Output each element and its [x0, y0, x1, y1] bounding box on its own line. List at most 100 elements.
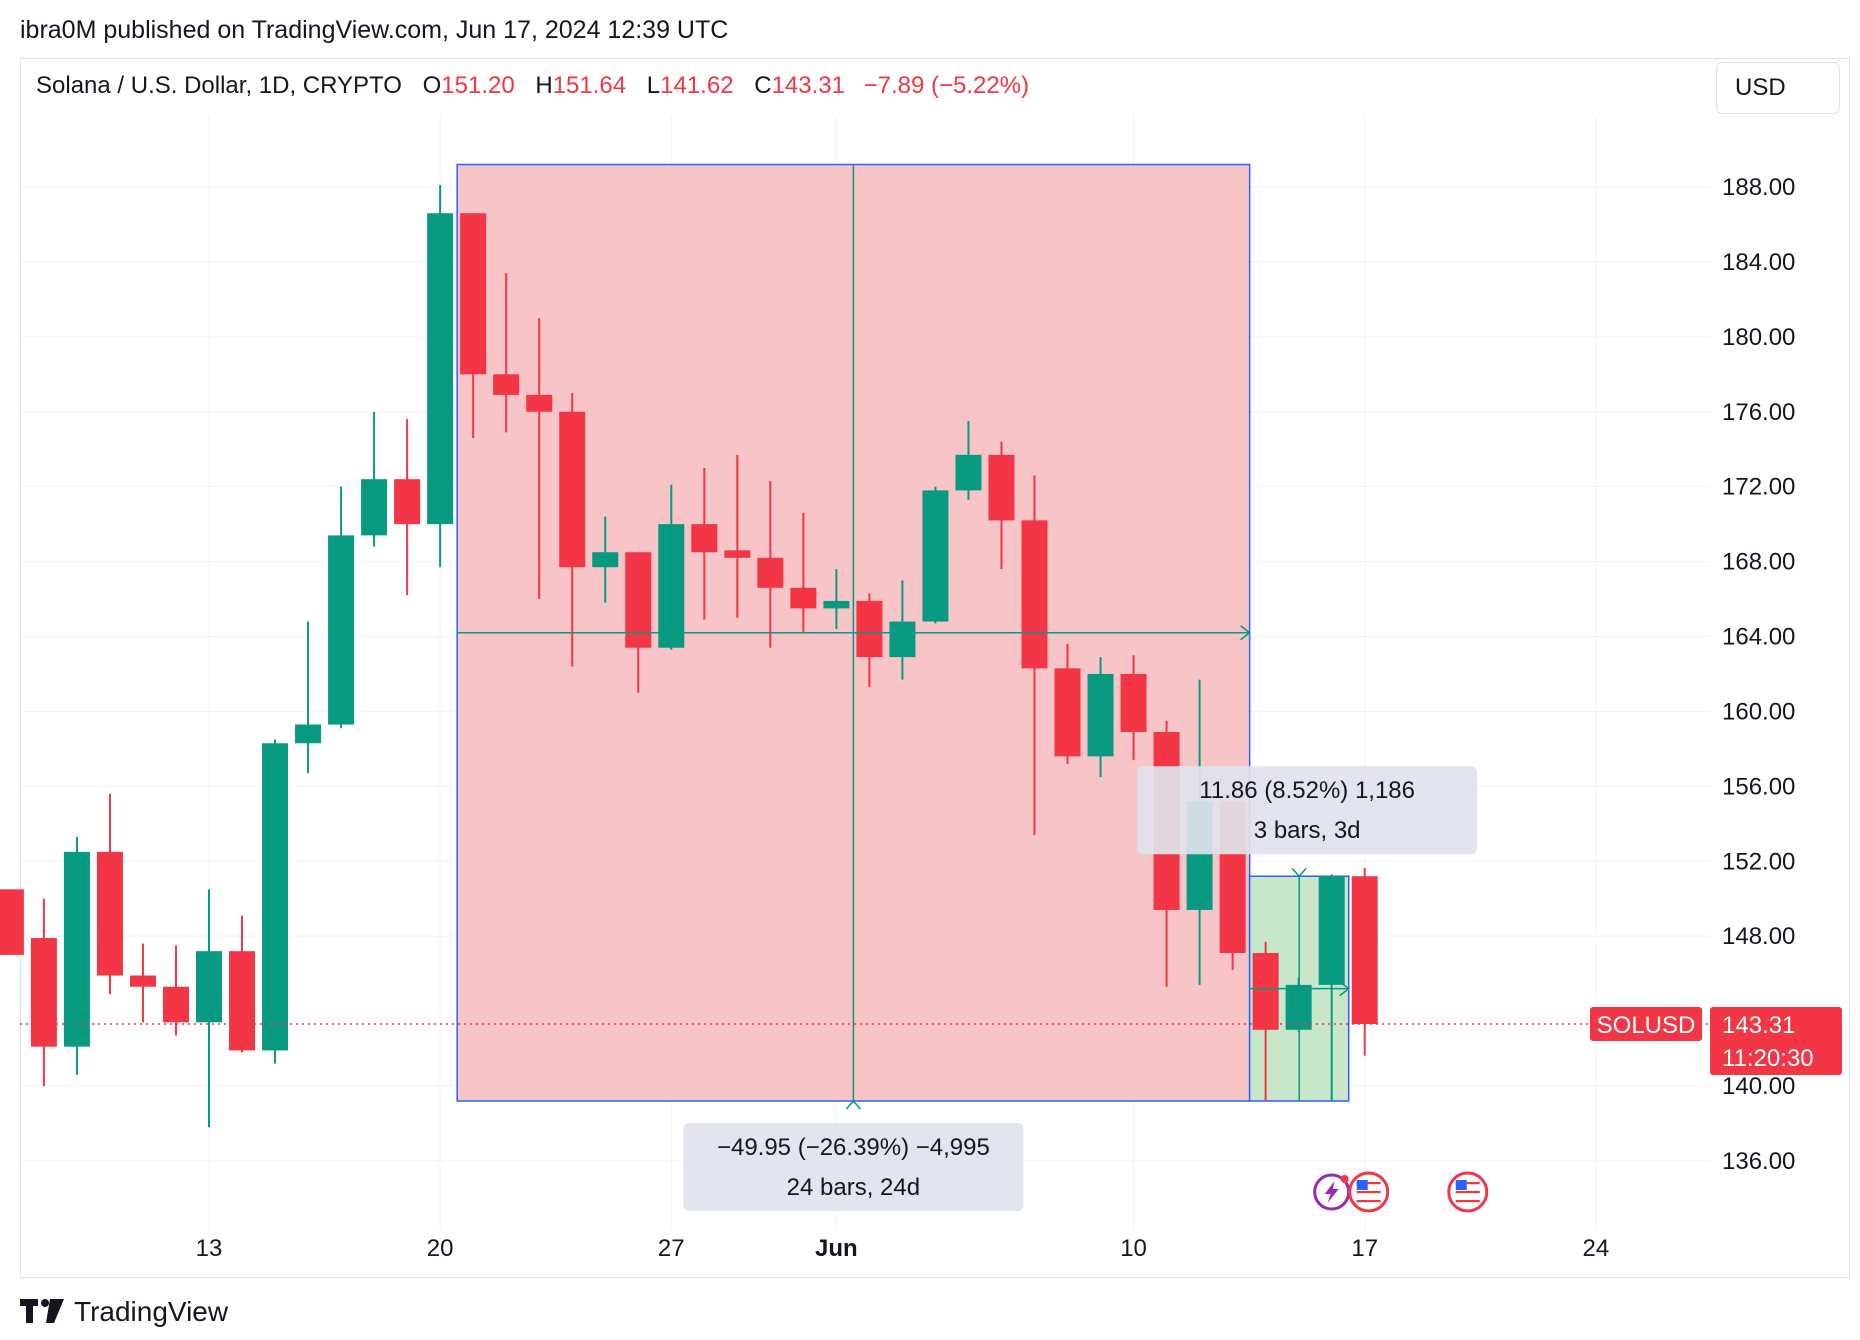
- candles: [0, 185, 1378, 1128]
- published-header: ibra0M published on TradingView.com, Jun…: [20, 16, 729, 44]
- candle-body: [295, 724, 322, 744]
- x-tick-label: Jun: [815, 1235, 858, 1262]
- candle-body: [1252, 953, 1279, 1030]
- low-label: L: [646, 72, 661, 99]
- x-axis: 13 20 27 Jun 10 17 24: [196, 1235, 1610, 1262]
- candle: [63, 836, 90, 1075]
- candle-body: [691, 524, 718, 553]
- symbol-tag-bg: [1590, 1007, 1702, 1042]
- change-value: −7.89 (−5.22%): [863, 72, 1030, 99]
- y-tick-label: 140.00: [1722, 1073, 1795, 1100]
- high-value: 151.64: [552, 72, 627, 99]
- candle-body: [889, 621, 916, 658]
- symbol-tag: SOLUSD: [1597, 1012, 1696, 1039]
- x-tick-label: 20: [427, 1235, 454, 1262]
- candle-body: [592, 552, 619, 568]
- candle-body: [427, 213, 454, 525]
- candle: [955, 421, 982, 500]
- open-label: O: [422, 72, 442, 99]
- y-axis: 188.00 184.00 180.00 176.00 172.00 168.00 164.…: [1722, 174, 1795, 1175]
- flag-stripe: [1455, 1182, 1480, 1185]
- flag-stripe: [1455, 1191, 1480, 1194]
- candle-body: [658, 524, 685, 648]
- measure-label-bg: [1137, 766, 1478, 855]
- candle: [493, 273, 520, 433]
- candle-body: [129, 975, 156, 987]
- candle-body: [493, 374, 520, 395]
- close-label: C: [754, 72, 772, 99]
- candle-body: [0, 889, 24, 955]
- measure-label-up: 11.86 (8.52%) 1,186 3 bars, 3d: [1137, 766, 1478, 855]
- y-tick-label: 148.00: [1722, 923, 1795, 950]
- y-tick-label: 184.00: [1722, 249, 1795, 276]
- price-tag-bg: [1710, 1007, 1842, 1076]
- y-tick-label: 188.00: [1722, 174, 1795, 201]
- candle: [823, 569, 850, 630]
- measure-arrow-h: [1240, 625, 1251, 641]
- y-tick-label: 164.00: [1722, 624, 1795, 651]
- candle-body: [262, 743, 289, 1051]
- y-tick-label: 156.00: [1722, 773, 1795, 800]
- candle-body: [988, 454, 1015, 521]
- candle: [1087, 657, 1114, 777]
- measure-label-line2: 3 bars, 3d: [1254, 817, 1361, 844]
- candlestick-chart[interactable]: 188.00 184.00 180.00 176.00 172.00 168.00 164.…: [0, 0, 1860, 1290]
- candle: [988, 441, 1015, 570]
- y-tick-label: 136.00: [1722, 1148, 1795, 1175]
- measure-arrow-v: [845, 1099, 861, 1110]
- candle: [427, 185, 454, 568]
- candle-body: [724, 550, 751, 558]
- candle-body: [1054, 668, 1081, 757]
- y-tick-label: 152.00: [1722, 848, 1795, 875]
- candle-body: [328, 535, 355, 725]
- candle: [559, 393, 586, 667]
- candle-body: [361, 479, 388, 536]
- measure-label-line1: −49.95 (−26.39%) −4,995: [717, 1134, 990, 1161]
- candle: [30, 898, 57, 1086]
- x-tick-label: 27: [658, 1235, 685, 1262]
- candle: [262, 739, 289, 1064]
- candle: [295, 621, 322, 774]
- tradingview-logo[interactable]: TradingView: [20, 1296, 228, 1328]
- measure-label-line2: 24 bars, 24d: [787, 1174, 920, 1201]
- candle: [460, 213, 487, 438]
- candle-body: [1021, 520, 1048, 669]
- candle-body: [63, 851, 90, 1047]
- candle-body: [460, 213, 487, 375]
- candle: [229, 915, 256, 1053]
- candle: [361, 411, 388, 547]
- candle-body: [1351, 876, 1378, 1025]
- candle: [724, 454, 751, 618]
- high-label: H: [535, 72, 553, 99]
- event-markers: [1313, 1171, 1489, 1213]
- candle: [625, 552, 652, 693]
- candle: [592, 516, 619, 603]
- candle-body: [229, 951, 256, 1051]
- candle-body: [922, 490, 949, 622]
- symbol-name[interactable]: Solana / U.S. Dollar, 1D, CRYPTO: [36, 72, 402, 99]
- currency-button[interactable]: USD: [1716, 62, 1840, 114]
- candle: [922, 486, 949, 624]
- last-price: SOLUSD 143.31 11:20:30: [20, 1007, 1842, 1076]
- candle-body: [196, 951, 222, 1023]
- measure-arrow-h: [1339, 981, 1350, 997]
- measure-label-down: −49.95 (−26.39%) −4,995 24 bars, 24d: [683, 1122, 1024, 1211]
- y-tick-label: 160.00: [1722, 698, 1795, 725]
- candle-body: [559, 411, 586, 568]
- candle: [1054, 643, 1081, 764]
- candle: [526, 318, 553, 600]
- event-dot: [1340, 1175, 1349, 1183]
- y-tick-label: 180.00: [1722, 324, 1795, 351]
- candle: [96, 793, 123, 995]
- countdown-tag: 11:20:30: [1722, 1045, 1814, 1072]
- measure-label-bg: [683, 1122, 1024, 1211]
- candle-body: [823, 600, 850, 609]
- candle: [790, 512, 817, 633]
- measurement-labels: −49.95 (−26.39%) −4,995 24 bars, 24d 11.86…: [683, 766, 1478, 1211]
- brand-name: TradingView: [74, 1296, 229, 1327]
- candle-body: [1087, 673, 1114, 757]
- open-value: 151.20: [441, 72, 515, 99]
- candle-body: [625, 552, 652, 648]
- candle: [658, 484, 685, 650]
- lightning-icon: [1313, 1173, 1351, 1211]
